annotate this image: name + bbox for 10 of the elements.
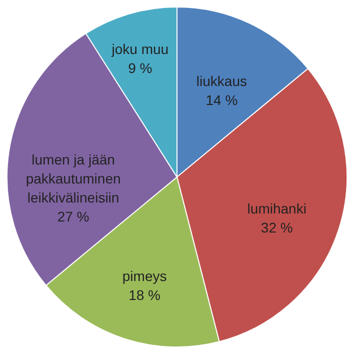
data-label: 9 %: [128, 60, 152, 76]
slice-label: liukkaus: [196, 72, 248, 89]
data-label: 14 %: [206, 92, 238, 108]
data-label: 32 %: [260, 219, 293, 236]
slice-label: pimeys: [122, 268, 167, 284]
data-label: 27 %: [57, 208, 90, 225]
data-label: 18 %: [128, 286, 161, 303]
slice-label: lumihanki: [247, 200, 306, 216]
slice-label: joku muu: [110, 41, 169, 58]
slice-label: lumen ja jään pakkautuminen leikkivälineisiin: [26, 152, 121, 206]
